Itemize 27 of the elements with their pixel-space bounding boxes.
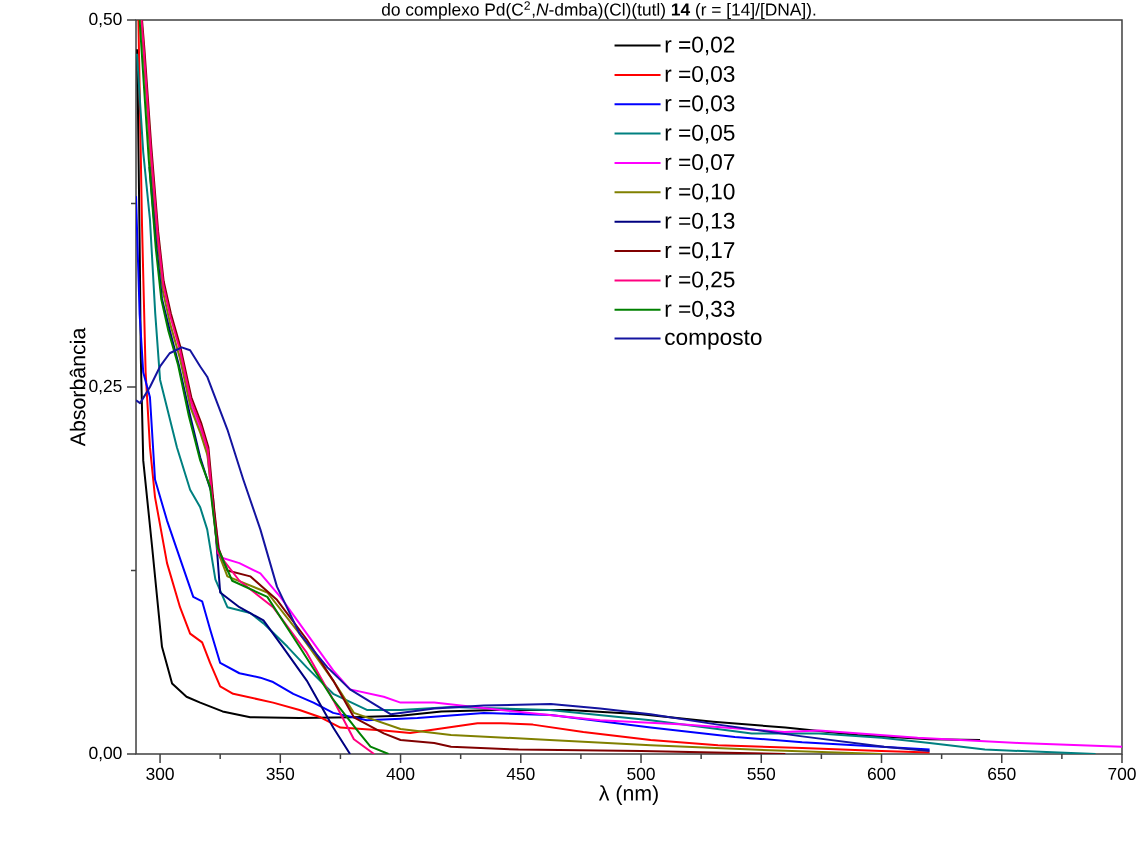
legend-label: r =0,33	[665, 300, 735, 320]
legend-label: composto	[665, 330, 762, 350]
legend-label: r =0,03	[665, 95, 735, 115]
x-tick-label: 650	[988, 767, 1016, 780]
x-tick-label: 400	[386, 767, 415, 780]
legend-label: r =0,25	[665, 271, 735, 291]
x-axis-title: λ (nm)	[598, 785, 658, 805]
y-tick-label: 0,25	[89, 379, 122, 395]
chart-title: do complexo Pd(C$^{2}$,N-dmba)(Cl)(tutl) 14 (r = [14]/[DNA]).	[381, 1, 816, 20]
legend-label: r =0,17	[665, 242, 735, 261]
legend-label: r =0,13	[665, 212, 735, 232]
legend-label: r =0,05	[665, 124, 735, 144]
y-tick-label: 0,50	[89, 12, 122, 28]
x-tick-label: 350	[266, 767, 295, 780]
x-tick-label: 450	[506, 767, 535, 780]
legend-label: r =0,10	[665, 183, 735, 203]
x-tick-label: 600	[867, 767, 896, 780]
y-axis-title: Absorbância	[69, 327, 86, 447]
legend-label: r =0,03	[665, 65, 735, 85]
legend-label: r =0,07	[665, 154, 735, 173]
x-tick-label: 500	[627, 767, 655, 780]
x-tick-label: 550	[747, 767, 776, 780]
x-tick-label: 300	[146, 767, 174, 780]
legend-label: r =0,02	[665, 36, 735, 56]
line-series	[148, 165, 352, 754]
x-tick-label: 700	[1108, 767, 1136, 780]
y-tick-label: 0,00	[89, 746, 122, 762]
